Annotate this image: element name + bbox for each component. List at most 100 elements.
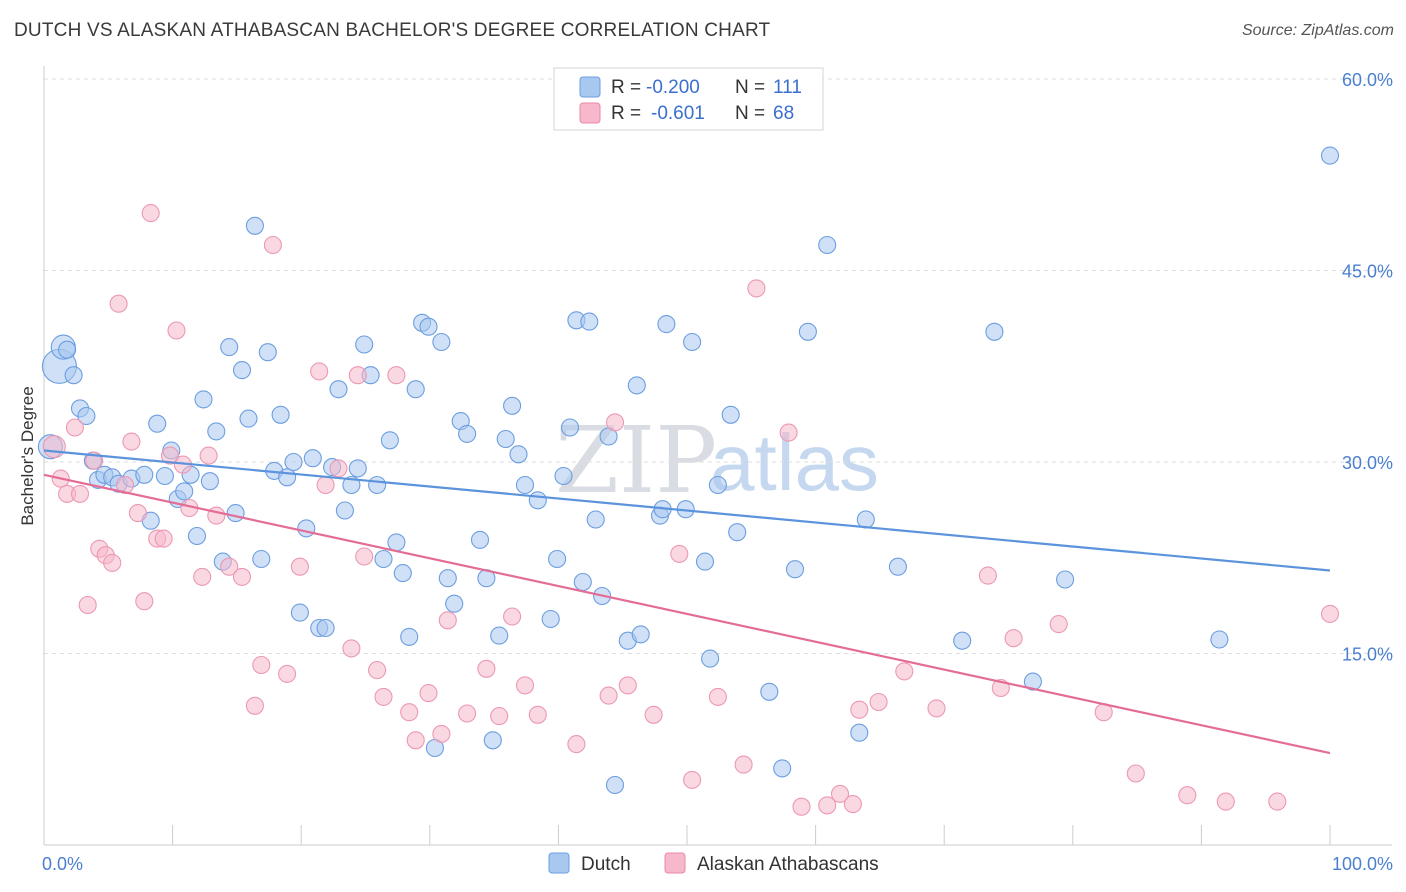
data-point-dutch [483, 731, 502, 750]
data-point-dutch [77, 406, 96, 426]
data-point-dutch [856, 510, 875, 529]
data-point-dutch [342, 475, 361, 495]
chart-source: Source: ZipAtlas.com [1241, 22, 1394, 39]
data-point-dutch [400, 627, 419, 646]
data-point-alaskan [458, 704, 477, 723]
data-point-dutch [631, 625, 650, 644]
data-point-alaskan [135, 592, 154, 611]
data-point-dutch [818, 235, 837, 255]
series-dutch-points [37, 146, 1340, 795]
data-point-alaskan [167, 321, 186, 340]
data-point-dutch [207, 422, 226, 441]
legend-r-label-dutch: R = [611, 77, 641, 98]
data-point-dutch [355, 335, 374, 354]
data-point-alaskan [567, 735, 586, 754]
data-point-dutch [721, 405, 740, 424]
data-point-alaskan [515, 676, 535, 695]
legend-r-label-alaskan: R = [611, 103, 641, 124]
data-point-dutch [509, 445, 528, 464]
data-point-alaskan [670, 544, 689, 563]
data-point-alaskan [290, 557, 309, 576]
chart-title: DUTCH VS ALASKAN ATHABASCAN BACHELOR'S D… [14, 20, 771, 41]
data-point-dutch [1056, 570, 1075, 589]
data-point-alaskan [1004, 629, 1023, 648]
legend-r-value-dutch: -0.200 [646, 77, 700, 98]
data-point-dutch [245, 216, 264, 235]
data-point-alaskan [734, 755, 753, 774]
data-point-alaskan [141, 204, 160, 223]
data-point-dutch [458, 424, 477, 443]
data-point-dutch [985, 322, 1004, 341]
data-point-dutch [541, 609, 560, 629]
data-point-dutch [258, 343, 277, 362]
trend-line-dutch [43, 449, 1331, 572]
data-point-alaskan [599, 686, 618, 705]
data-point-alaskan [438, 611, 457, 630]
data-point-dutch [226, 504, 245, 523]
data-point-dutch [580, 312, 599, 331]
data-point-dutch [64, 366, 83, 385]
data-point-dutch [445, 594, 464, 613]
data-point-alaskan [220, 557, 239, 576]
data-point-alaskan [70, 484, 90, 503]
data-point-alaskan [432, 724, 451, 743]
data-point-alaskan [490, 707, 509, 726]
data-point-alaskan [252, 655, 271, 675]
data-point-dutch [135, 465, 154, 484]
data-point-alaskan [1320, 604, 1340, 623]
legend-n-value-alaskan: 68 [773, 103, 794, 124]
data-point-alaskan [310, 362, 329, 381]
data-point-alaskan [65, 418, 84, 437]
legend-bottom-label-dutch: Dutch [581, 854, 631, 875]
data-point-dutch [387, 533, 406, 552]
data-point-dutch [1210, 630, 1229, 649]
data-point-dutch [470, 530, 490, 549]
data-point-alaskan [830, 784, 850, 803]
data-point-dutch [528, 491, 547, 510]
data-point-dutch [393, 564, 412, 583]
y-tick-label: 45.0% [1342, 262, 1393, 282]
data-point-dutch [194, 390, 213, 409]
data-point-alaskan [342, 639, 361, 658]
data-point-alaskan [232, 567, 252, 586]
data-point-dutch [888, 557, 907, 576]
data-point-dutch [380, 431, 399, 450]
data-point-alaskan [927, 699, 946, 718]
data-point-alaskan [850, 700, 869, 719]
data-point-dutch [503, 396, 522, 415]
series-alaskan-points [42, 204, 1340, 816]
y-tick-label: 60.0% [1342, 70, 1393, 90]
data-point-dutch [586, 510, 605, 529]
data-point-alaskan [115, 475, 135, 495]
data-point-dutch [701, 649, 720, 668]
data-point-dutch [200, 472, 219, 491]
legend-swatch-dutch [579, 76, 601, 98]
data-point-dutch [368, 475, 387, 495]
data-point-alaskan [193, 567, 212, 586]
data-point-alaskan [109, 294, 128, 313]
data-point-alaskan [779, 423, 798, 442]
data-point-alaskan [747, 279, 766, 298]
data-point-dutch [406, 380, 425, 399]
data-point-alaskan [78, 595, 97, 615]
data-point-dutch [271, 405, 290, 424]
data-point-dutch [1320, 146, 1340, 165]
data-point-dutch [773, 759, 792, 778]
data-point-alaskan [503, 607, 522, 626]
legend-top: R = -0.200 N = 111 R = -0.601 N = 68 [553, 67, 824, 131]
tick-labels: 15.0% 30.0% 45.0% 60.0% 0.0% 100.0% [42, 70, 1393, 874]
data-point-dutch [785, 560, 805, 579]
data-point-dutch [148, 414, 167, 433]
data-point-dutch [252, 549, 271, 569]
legend-r-value-alaskan: -0.601 [651, 103, 705, 124]
legend-n-label-alaskan: N = [735, 103, 765, 124]
data-point-alaskan [355, 547, 374, 566]
data-point-dutch [657, 315, 676, 334]
trend-line-alaskan [43, 473, 1331, 755]
data-point-dutch [239, 409, 258, 428]
data-point-dutch [220, 338, 239, 357]
data-point-dutch [187, 526, 207, 546]
watermark-zip: ZIP [555, 407, 717, 514]
data-point-dutch [348, 459, 367, 478]
data-point-dutch [374, 549, 393, 569]
